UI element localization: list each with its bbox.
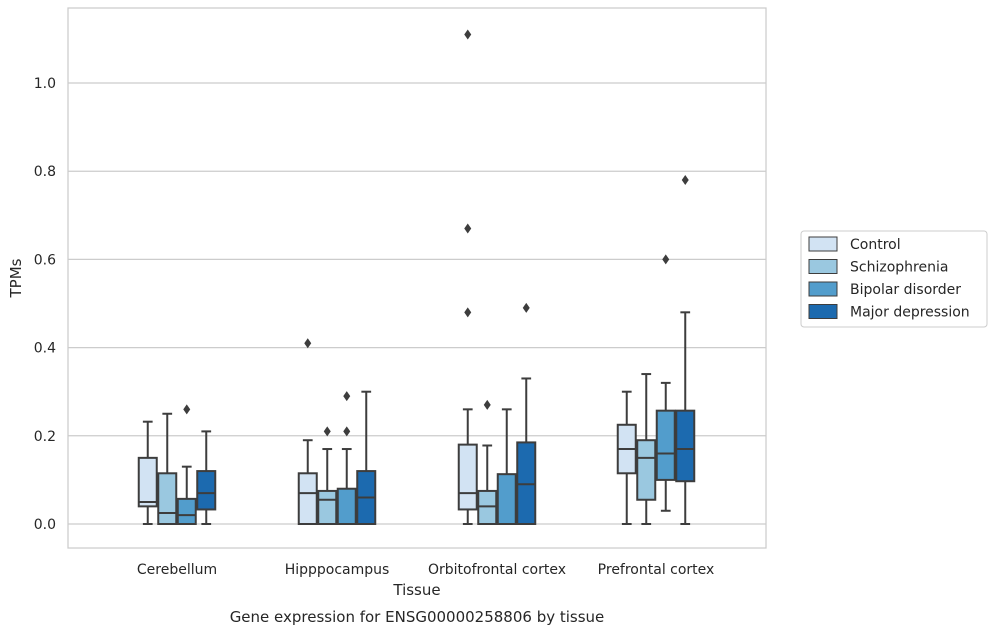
- series-schizophrenia: [157, 373, 657, 526]
- outlier-point: [183, 404, 191, 415]
- chart-caption: Gene expression for ENSG00000258806 by t…: [230, 608, 605, 626]
- outlier-point: [343, 391, 351, 402]
- box-body: [137, 456, 158, 508]
- box-body: [297, 472, 318, 526]
- box: [137, 420, 158, 525]
- legend-label: Control: [850, 237, 901, 253]
- x-tick-label: Orbitofrontal cortex: [428, 562, 566, 578]
- outlier-point: [304, 338, 312, 349]
- series-major-depression: [196, 175, 696, 526]
- legend-swatch: [808, 259, 838, 274]
- legend-swatch: [808, 304, 838, 319]
- outlier-point: [662, 254, 670, 265]
- legend-item: Bipolar disorder: [808, 281, 961, 298]
- box-body: [176, 497, 197, 526]
- box: [176, 404, 197, 526]
- box: [356, 390, 377, 525]
- legend-item: Major depression: [808, 304, 970, 321]
- box-body: [496, 473, 517, 525]
- x-tick-label: Cerebellum: [137, 562, 217, 578]
- legend-label: Bipolar disorder: [850, 282, 961, 298]
- x-axis-title: Tissue: [392, 581, 440, 599]
- legend-swatch: [808, 281, 838, 297]
- box-body: [655, 409, 676, 481]
- box: [317, 426, 338, 525]
- box: [196, 430, 217, 525]
- legend-frame: [800, 230, 988, 328]
- box: [616, 390, 637, 525]
- box-body: [675, 409, 696, 483]
- outlier-point: [323, 426, 331, 437]
- box: [516, 302, 537, 526]
- outlier-point: [681, 175, 689, 186]
- y-axis-title: TPMs: [7, 258, 25, 298]
- box: [157, 412, 178, 526]
- box-body: [336, 487, 357, 525]
- plot-frame: [67, 7, 767, 549]
- outlier-point: [522, 302, 530, 313]
- box: [336, 391, 357, 525]
- box: [297, 338, 318, 526]
- box: [636, 373, 657, 525]
- outlier-point: [343, 426, 351, 437]
- y-tick-label: 0.2: [34, 429, 56, 445]
- y-tick-labels: 0.0 0.2 0.4 0.6 0.8 1.0: [34, 76, 56, 533]
- box-body: [516, 441, 537, 526]
- outlier-point: [483, 399, 491, 410]
- box-body: [477, 489, 498, 525]
- legend-swatch: [808, 236, 838, 252]
- box: [457, 29, 478, 525]
- legend-label: Major depression: [850, 305, 970, 321]
- box: [655, 254, 676, 512]
- legend-item: Control: [808, 236, 901, 253]
- series-control: [137, 29, 637, 526]
- box-series: [137, 29, 696, 526]
- legend: Control Schizophrenia Bipolar disorder Majo…: [800, 230, 988, 328]
- x-tick-label: Hipppocampus: [285, 562, 390, 578]
- x-tick-label: Prefrontal cortex: [598, 562, 715, 578]
- series-bipolar-disorder: [176, 254, 676, 526]
- box: [675, 175, 696, 525]
- y-tick-label: 1.0: [34, 76, 56, 92]
- box-body: [317, 489, 338, 525]
- box: [477, 399, 498, 525]
- x-tick-labels: Cerebellum Hipppocampus Orbitofrontal cort…: [137, 562, 714, 578]
- legend-item: Schizophrenia: [808, 259, 948, 276]
- box-body: [457, 443, 478, 511]
- outlier-point: [464, 307, 472, 318]
- outlier-point: [464, 223, 472, 234]
- box: [496, 408, 517, 525]
- y-tick-label: 0.8: [34, 164, 56, 180]
- box-body: [157, 472, 178, 526]
- box-body: [196, 470, 217, 511]
- outlier-point: [464, 29, 472, 40]
- legend-label: Schizophrenia: [850, 260, 948, 276]
- box-body: [636, 439, 657, 501]
- y-tick-label: 0.6: [34, 252, 56, 268]
- y-tick-label: 0.0: [34, 517, 56, 533]
- y-tick-label: 0.4: [34, 341, 56, 357]
